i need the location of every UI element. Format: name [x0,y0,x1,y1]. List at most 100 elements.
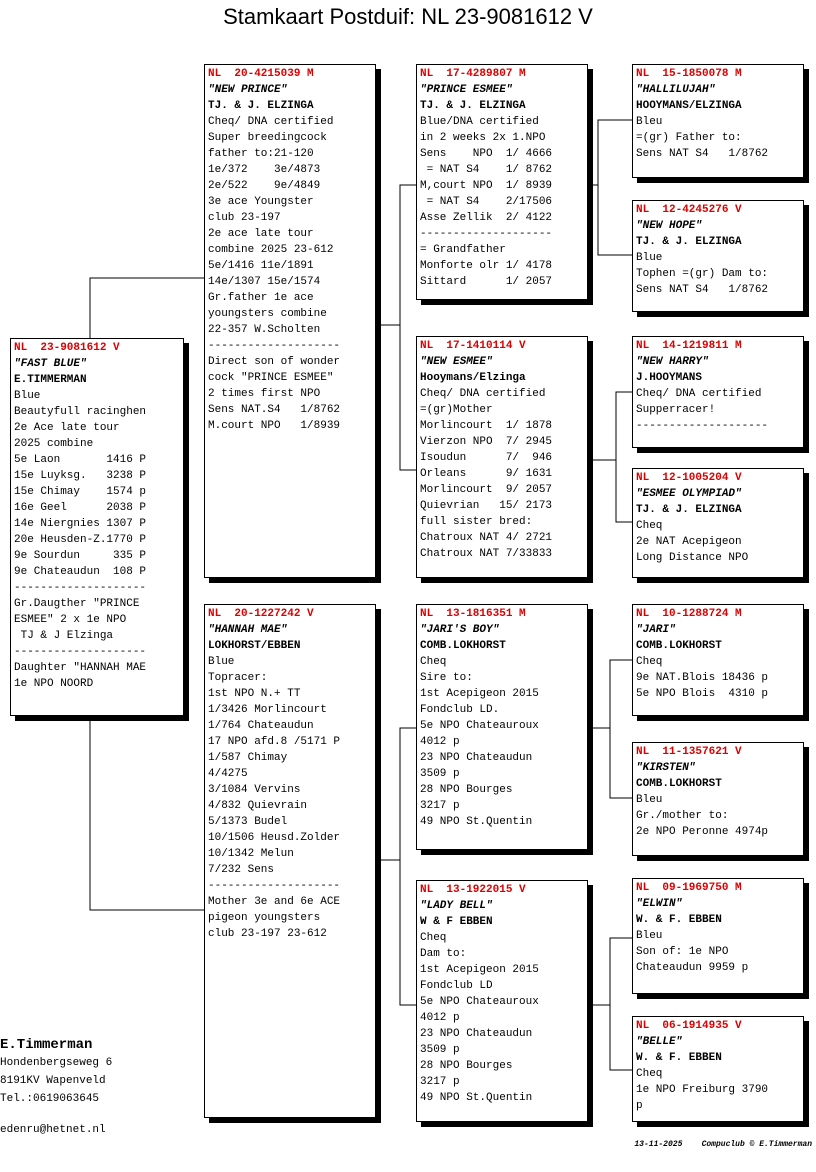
info-line: Cheq/ DNA certified [636,388,762,400]
info-line: 1st NPO N.+ TT [208,688,301,700]
info-line: Mother 3e and 6e ACE [208,896,341,908]
info-line: 3e ace Youngster [208,196,314,208]
info-line: 20e Heusden-Z.1770 P [14,534,147,546]
info-line: 2 times first NPO [208,388,321,400]
info-line: Topracer: [208,672,268,684]
info-line: Gr.father 1e ace [208,292,314,304]
info-line: 3217 p [420,800,460,812]
pigeon-card: NL 13-1816351 M "JARI'S BOY" COMB.LOKHORST… [416,604,588,850]
info-line: Bleu [636,794,663,806]
pigeon-card: NL 10-1288724 M "JARI" COMB.LOKHORST Cheq 9e… [632,604,804,716]
info-line: 2025 combine [14,438,94,450]
info-line: Cheq [420,656,447,668]
info-line: 14e/1307 15e/1574 [208,276,321,288]
ring-number: NL 23-9081612 V [14,342,120,354]
info-line: 4012 p [420,736,460,748]
info-line: club 23-197 [208,212,281,224]
email: edenru@hetnet.nl [0,1124,106,1136]
owner: COMB.LOKHORST [636,778,722,790]
info-line: 10/1342 Melun [208,848,294,860]
owner: LOKHORST/EBBEN [208,640,301,652]
footer: 13-11-2025 Compuclub © E.Timmerman [634,1140,812,1149]
pigeon-name: "LADY BELL" [420,900,493,912]
pigeon-name: "NEW HARRY" [636,356,709,368]
owner: W. & F. EBBEN [636,914,722,926]
pigeon-card: NL 12-4245276 V "NEW HOPE" TJ. & J. ELZING… [632,200,804,312]
owner: W. & F. EBBEN [636,1052,722,1064]
info-line: -------------------- [636,420,769,432]
breeder-line: Tel.:0619063645 [0,1093,100,1105]
info-line: Cheq [636,520,663,532]
info-line: Super breedingcock [208,132,327,144]
info-line: 3/1084 Vervins [208,784,301,796]
pigeon-card: NL 06-1914935 V "BELLE" W. & F. EBBEN Cheq 1… [632,1016,804,1122]
owner: TJ. & J. ELZINGA [636,504,742,516]
info-line: 4/832 Quievrain [208,800,308,812]
ring-number: NL 12-4245276 V [636,204,742,216]
ring-number: NL 15-1850078 M [636,68,742,80]
owner: TJ. & J. ELZINGA [420,100,526,112]
pigeon-card: NL 11-1357621 V "KIRSTEN" COMB.LOKHORST Ble… [632,742,804,856]
date: 13-11-2025 [634,1140,683,1149]
info-line: Sens NPO 1/ 4666 [420,148,553,160]
info-line: 28 NPO Bourges [420,784,513,796]
pigeon-name: "NEW ESMEE" [420,356,493,368]
info-line: Chatroux NAT 7/33833 [420,548,553,560]
info-line: 2e Ace late tour [14,422,120,434]
info-line: =(gr) Father to: [636,132,742,144]
ring-number: NL 10-1288724 M [636,608,742,620]
info-line: Quievrian 15/ 2173 [420,500,553,512]
ring-number: NL 17-4289807 M [420,68,526,80]
pigeon-card: NL 14-1219811 M "NEW HARRY" J.HOOYMANS Cheq… [632,336,804,448]
info-line: 49 NPO St.Quentin [420,1092,533,1104]
info-line: 28 NPO Bourges [420,1060,513,1072]
owner: J.HOOYMANS [636,372,703,384]
info-line: 16e Geel 2038 P [14,502,147,514]
info-line: Beautyfull racinghen [14,406,147,418]
info-line: 2e/522 9e/4849 [208,180,321,192]
info-line: ESMEE" 2 x 1e NPO [14,614,127,626]
info-line: Sittard 1/ 2057 [420,276,553,288]
owner: Hooymans/Elzinga [420,372,526,384]
info-line: 14e Niergnies 1307 P [14,518,147,530]
owner: TJ. & J. ELZINGA [636,236,742,248]
pigeon-card: NL 12-1005204 V "ESMEE OLYMPIAD" TJ. & J. … [632,468,804,578]
info-line: Gr.Daugther "PRINCE [14,598,140,610]
pigeon-card: NL 15-1850078 M "HALLILUJAH" HOOYMANS/ELZI… [632,64,804,178]
owner: W & F EBBEN [420,916,493,928]
info-line: Orleans 9/ 1631 [420,468,553,480]
info-line: M.court NPO 1/8939 [208,420,341,432]
info-line: 3509 p [420,768,460,780]
info-line: combine 2025 23-612 [208,244,334,256]
info-line: father to:21-120 [208,148,314,160]
info-line: 1e NPO NOORD [14,678,94,690]
info-line: =(gr)Mother [420,404,493,416]
info-line: Isoudun 7/ 946 [420,452,553,464]
info-line: 1/3426 Morlincourt [208,704,327,716]
pigeon-card: NL 09-1969750 M "ELWIN" W. & F. EBBEN Bleu S… [632,878,804,994]
owner: TJ. & J. ELZINGA [208,100,314,112]
info-line: Cheq/ DNA certified [420,388,546,400]
info-line: Sens NAT.S4 1/8762 [208,404,341,416]
info-line: 1/587 Chimay [208,752,288,764]
pigeon-name: "ESMEE OLYMPIAD" [636,488,742,500]
info-line: Supperracer! [636,404,716,416]
owner: COMB.LOKHORST [636,640,722,652]
info-line: 2e ace late tour [208,228,314,240]
info-line: Bleu [636,930,663,942]
info-line: -------------------- [420,228,553,240]
info-line: 9e Chateaudun 108 P [14,566,147,578]
info-line: 23 NPO Chateaudun [420,752,533,764]
breeder-name: E.Timmerman [0,1037,93,1053]
ring-number: NL 20-4215039 M [208,68,314,80]
pigeon-card: NL 13-1922015 V "LADY BELL" W & F EBBEN Che… [416,880,588,1122]
info-line: 15e Chimay 1574 p [14,486,147,498]
pigeon-card: NL 20-4215039 M "NEW PRINCE" TJ. & J. ELZI… [204,64,376,578]
info-line: Chatroux NAT 4/ 2721 [420,532,553,544]
info-line: Asse Zellik 2/ 4122 [420,212,553,224]
info-line: -------------------- [208,880,341,892]
owner: E.TIMMERMAN [14,374,87,386]
info-line: Morlincourt 9/ 2057 [420,484,553,496]
owner: COMB.LOKHORST [420,640,506,652]
